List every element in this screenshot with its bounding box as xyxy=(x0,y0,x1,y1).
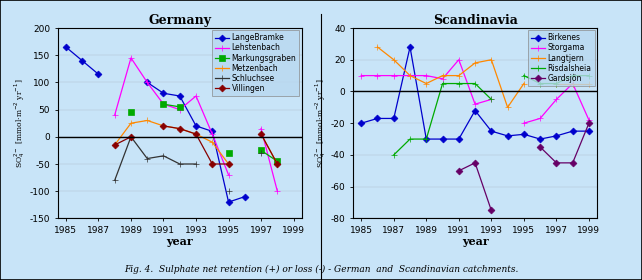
X-axis label: year: year xyxy=(166,236,193,248)
Legend: LangeBramke, Lehstenbach, Markungsgraben, Metzenbach, Schluchsee, Villingen: LangeBramke, Lehstenbach, Markungsgraben… xyxy=(212,30,299,96)
Title: Scandinavia: Scandinavia xyxy=(433,14,517,27)
Y-axis label: SO$_4^{2-}$ [mmol$\cdot$m$^{-2}$ yr$^{-1}$]: SO$_4^{2-}$ [mmol$\cdot$m$^{-2}$ yr$^{-1… xyxy=(313,78,328,168)
Legend: Birkenes, Storgama, Langtjern, Risdalsheia, Gardsjön: Birkenes, Storgama, Langtjern, Risdalshe… xyxy=(528,30,594,86)
X-axis label: year: year xyxy=(462,236,489,248)
Title: Germany: Germany xyxy=(148,14,211,27)
Text: Fig. 4.  Sulphate net retention (+) or loss (-) - German  and  Scandinavian catc: Fig. 4. Sulphate net retention (+) or lo… xyxy=(124,265,518,274)
Y-axis label: SO$_4^{2-}$ [mmol$\cdot$m$^{-2}$ yr$^{-1}$]: SO$_4^{2-}$ [mmol$\cdot$m$^{-2}$ yr$^{-1… xyxy=(12,78,27,168)
